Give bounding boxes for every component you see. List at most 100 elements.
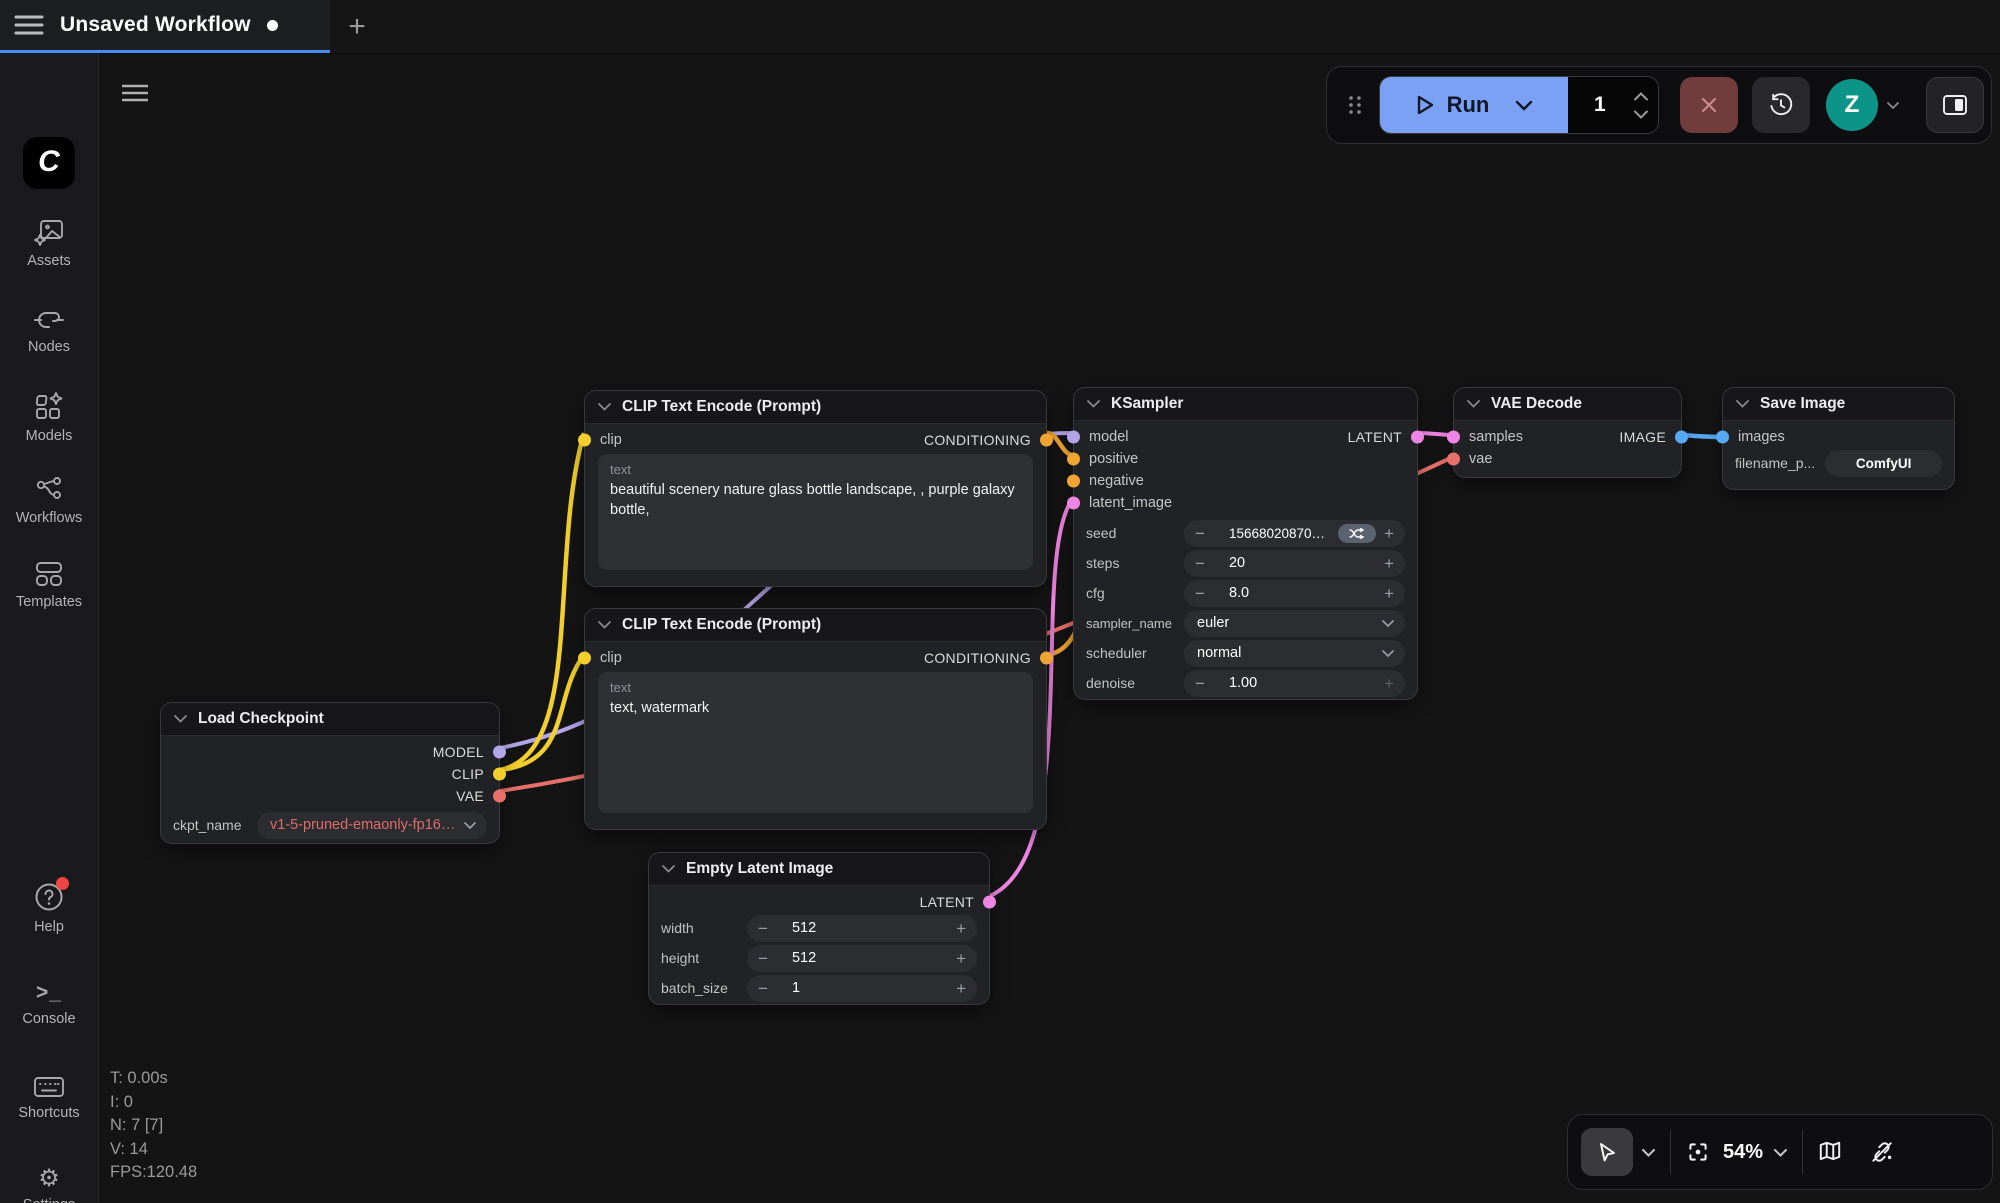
- collapse-icon[interactable]: [598, 621, 611, 629]
- node-header[interactable]: Save Image: [1723, 388, 1954, 421]
- filename-prefix-input[interactable]: ComfyUI: [1825, 449, 1942, 477]
- node-header[interactable]: KSampler: [1074, 388, 1417, 421]
- port-vae-input[interactable]: [1447, 452, 1460, 466]
- port-latent-output[interactable]: [1411, 430, 1424, 444]
- decrement-icon[interactable]: −: [1195, 583, 1205, 603]
- app-menu-icon[interactable]: [14, 14, 44, 36]
- collapse-icon[interactable]: [598, 403, 611, 411]
- collapse-icon[interactable]: [662, 865, 675, 873]
- increment-icon[interactable]: +: [956, 918, 966, 938]
- comfyui-logo[interactable]: C: [23, 137, 75, 189]
- seed-widget[interactable]: − 156680208700286 +: [1184, 519, 1405, 547]
- graph-canvas[interactable]: [99, 53, 2000, 1203]
- collapse-icon[interactable]: [1736, 400, 1749, 408]
- account-chevron-icon[interactable]: [1886, 101, 1900, 110]
- decrement-icon[interactable]: −: [1195, 673, 1205, 693]
- increment-icon[interactable]: +: [1384, 553, 1394, 573]
- stop-button[interactable]: [1680, 77, 1738, 133]
- workflow-tab[interactable]: Unsaved Workflow: [0, 0, 330, 53]
- toggle-links-icon[interactable]: [1869, 1139, 1895, 1165]
- sidebar-toggle-button[interactable]: [1926, 77, 1984, 133]
- zoom-level[interactable]: 54%: [1723, 1140, 1764, 1163]
- port-images-input[interactable]: [1716, 430, 1729, 444]
- run-button[interactable]: Run: [1380, 77, 1568, 133]
- node-ksampler[interactable]: KSampler model LATENT positive negative …: [1067, 387, 1424, 700]
- node-empty-latent-image[interactable]: Empty Latent Image LATENT width − 512 + …: [648, 852, 996, 1005]
- sidebar-item-help[interactable]: Help: [0, 877, 98, 935]
- drag-handle-icon[interactable]: [1347, 94, 1363, 116]
- port-latent-image-input[interactable]: [1067, 496, 1080, 510]
- decrement-icon[interactable]: −: [1195, 523, 1205, 543]
- cfg-widget[interactable]: − 8.0 +: [1184, 579, 1405, 607]
- increment-icon[interactable]: +: [1384, 583, 1394, 603]
- increment-icon[interactable]: +: [956, 948, 966, 968]
- zoom-chevron-icon[interactable]: [1773, 1148, 1788, 1157]
- port-image-output[interactable]: [1675, 430, 1688, 444]
- decrement-icon[interactable]: −: [758, 978, 768, 998]
- minimap-icon[interactable]: [1817, 1139, 1843, 1165]
- node-header[interactable]: VAE Decode: [1454, 388, 1681, 421]
- port-latent-output[interactable]: [983, 895, 996, 909]
- steps-widget[interactable]: − 20 +: [1184, 549, 1405, 577]
- increment-icon[interactable]: +: [1384, 523, 1394, 543]
- decrement-batch-icon[interactable]: [1633, 110, 1649, 119]
- tool-options-chevron-icon[interactable]: [1641, 1148, 1656, 1157]
- increment-icon[interactable]: +: [956, 978, 966, 998]
- port-clip-input[interactable]: [578, 651, 591, 665]
- text-prompt-area[interactable]: text text, watermark: [598, 672, 1033, 813]
- port-negative-input[interactable]: [1067, 474, 1080, 488]
- port-model-input[interactable]: [1067, 430, 1080, 444]
- node-header[interactable]: CLIP Text Encode (Prompt): [585, 391, 1046, 424]
- increment-icon[interactable]: +: [1384, 673, 1394, 693]
- fit-view-icon[interactable]: [1685, 1139, 1711, 1165]
- port-clip-output[interactable]: [493, 767, 506, 781]
- node-header[interactable]: CLIP Text Encode (Prompt): [585, 609, 1046, 642]
- batch-size-widget[interactable]: − 1 +: [747, 974, 977, 1002]
- scheduler-combo[interactable]: normal: [1184, 639, 1405, 667]
- node-load-checkpoint[interactable]: Load Checkpoint MODEL CLIP VAE ckpt_name…: [160, 702, 506, 844]
- ckpt-name-combo[interactable]: v1-5-pruned-emaonly-fp16.saf...: [257, 811, 487, 839]
- decrement-icon[interactable]: −: [758, 918, 768, 938]
- sidebar-item-console[interactable]: >_ Console: [0, 981, 98, 1027]
- sidebar-item-workflows[interactable]: Workflows: [0, 476, 98, 526]
- randomize-seed-button[interactable]: [1338, 523, 1377, 543]
- collapse-icon[interactable]: [1087, 400, 1100, 408]
- node-header[interactable]: Empty Latent Image: [649, 853, 989, 886]
- run-options-chevron-icon[interactable]: [1515, 100, 1533, 111]
- denoise-widget[interactable]: − 1.00 +: [1184, 669, 1405, 697]
- node-save-image[interactable]: Save Image images filename_p... ComfyUI: [1716, 387, 1955, 490]
- sidebar-item-templates[interactable]: Templates: [0, 560, 98, 610]
- select-tool-button[interactable]: [1581, 1128, 1633, 1176]
- widget-label: sampler_name: [1086, 615, 1172, 631]
- avatar[interactable]: Z: [1826, 79, 1878, 131]
- sidebar-item-shortcuts[interactable]: Shortcuts: [0, 1075, 98, 1121]
- batch-count-box[interactable]: 1: [1568, 77, 1658, 133]
- history-button[interactable]: [1752, 77, 1810, 133]
- new-workflow-button[interactable]: +: [348, 10, 366, 43]
- height-widget[interactable]: − 512 +: [747, 944, 977, 972]
- sidebar-item-models[interactable]: Models: [0, 392, 98, 444]
- sampler-name-combo[interactable]: euler: [1184, 609, 1405, 637]
- port-samples-input[interactable]: [1447, 430, 1460, 444]
- collapse-icon[interactable]: [174, 715, 187, 723]
- collapse-icon[interactable]: [1467, 400, 1480, 408]
- port-vae-output[interactable]: [493, 789, 506, 803]
- port-conditioning-output[interactable]: [1040, 651, 1053, 665]
- decrement-icon[interactable]: −: [1195, 553, 1205, 573]
- sidebar-item-settings[interactable]: ⚙ Settings: [0, 1167, 98, 1203]
- node-header[interactable]: Load Checkpoint: [161, 703, 499, 736]
- decrement-icon[interactable]: −: [758, 948, 768, 968]
- node-clip-text-encode-positive[interactable]: CLIP Text Encode (Prompt) clip CONDITION…: [578, 390, 1053, 587]
- sidebar-item-assets[interactable]: Assets: [0, 219, 98, 269]
- canvas-menu-icon[interactable]: [122, 83, 148, 103]
- width-widget[interactable]: − 512 +: [747, 914, 977, 942]
- port-clip-input[interactable]: [578, 433, 591, 447]
- sidebar-item-nodes[interactable]: Nodes: [0, 307, 98, 355]
- text-prompt-area[interactable]: text beautiful scenery nature glass bott…: [598, 454, 1033, 570]
- port-model-output[interactable]: [493, 745, 506, 759]
- node-vae-decode[interactable]: VAE Decode samples IMAGE vae: [1447, 387, 1688, 478]
- node-clip-text-encode-negative[interactable]: CLIP Text Encode (Prompt) clip CONDITION…: [578, 608, 1053, 830]
- port-conditioning-output[interactable]: [1040, 433, 1053, 447]
- port-positive-input[interactable]: [1067, 452, 1080, 466]
- increment-batch-icon[interactable]: [1633, 91, 1649, 101]
